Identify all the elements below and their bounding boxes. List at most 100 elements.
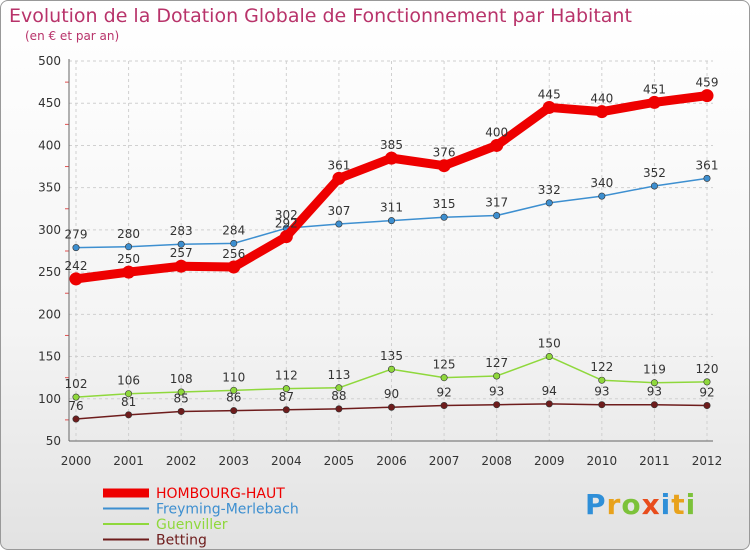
data-point xyxy=(125,243,133,251)
data-point xyxy=(493,401,501,409)
data-label: 150 xyxy=(538,337,561,351)
data-label: 440 xyxy=(590,92,613,106)
logo-letter: i xyxy=(685,488,697,521)
y-tick-label: 400 xyxy=(38,138,61,152)
data-label: 108 xyxy=(170,372,193,386)
x-tick-label: 2000 xyxy=(61,454,92,468)
x-tick-label: 2003 xyxy=(218,454,249,468)
data-label: 352 xyxy=(643,166,666,180)
x-tick-label: 2010 xyxy=(587,454,618,468)
data-point xyxy=(335,405,343,413)
data-point xyxy=(332,171,346,185)
data-label: 92 xyxy=(699,386,714,400)
data-label: 81 xyxy=(121,395,136,409)
data-label: 302 xyxy=(275,208,298,222)
legend-label: Guenviller xyxy=(156,517,228,533)
data-point xyxy=(125,390,133,398)
x-tick-label: 2001 xyxy=(113,454,144,468)
data-point xyxy=(703,378,711,386)
data-point xyxy=(440,374,448,382)
x-tick-label: 2002 xyxy=(166,454,197,468)
y-tick-label: 150 xyxy=(38,350,61,364)
x-tick-label: 2004 xyxy=(271,454,302,468)
y-tick-label: 350 xyxy=(38,181,61,195)
data-point xyxy=(335,384,343,392)
data-label: 120 xyxy=(696,362,719,376)
data-point xyxy=(387,365,395,373)
data-point xyxy=(493,212,501,220)
data-label: 135 xyxy=(380,349,403,363)
legend: HOMBOURG-HAUTFreyming-MerlebachGuenville… xyxy=(103,486,299,549)
data-point xyxy=(647,95,661,109)
data-label: 122 xyxy=(590,360,613,374)
data-point xyxy=(385,151,398,165)
data-labels: 76 81 85 86 87 88 90 92 93 94 93 93 92 102 106 108 110 11… xyxy=(65,76,719,413)
legend-label: Betting xyxy=(156,533,207,549)
logo-letter: o xyxy=(621,488,642,521)
data-point xyxy=(598,401,606,409)
data-point xyxy=(177,407,185,415)
data-label: 119 xyxy=(643,363,666,377)
data-point xyxy=(542,100,556,114)
data-label: 315 xyxy=(433,197,456,211)
logo-letter: P xyxy=(585,488,607,521)
data-label: 94 xyxy=(542,384,557,398)
x-tick-label: 2008 xyxy=(481,454,512,468)
data-point xyxy=(230,407,238,415)
data-point xyxy=(598,376,606,384)
data-point xyxy=(700,89,714,103)
data-point xyxy=(650,401,658,409)
data-point xyxy=(703,402,711,410)
chart-subtitle: (en € et par an) xyxy=(25,29,120,43)
data-label: 340 xyxy=(590,176,613,190)
data-point xyxy=(437,159,451,173)
data-label: 459 xyxy=(696,76,719,90)
data-label: 445 xyxy=(538,87,561,101)
data-label: 102 xyxy=(65,377,88,391)
logo-letter: t xyxy=(671,488,686,521)
data-label: 385 xyxy=(380,138,403,152)
data-label: 242 xyxy=(65,259,88,273)
data-point xyxy=(177,240,185,248)
data-label: 250 xyxy=(117,252,140,266)
logo-letter: i xyxy=(660,488,672,521)
data-point xyxy=(72,415,80,423)
grid-lines xyxy=(69,60,713,442)
data-label: 311 xyxy=(380,201,403,215)
data-label: 257 xyxy=(170,246,193,260)
x-tick-label: 2009 xyxy=(534,454,565,468)
data-point xyxy=(387,217,395,225)
y-tick-label: 100 xyxy=(38,392,61,406)
data-point xyxy=(69,272,83,286)
data-point xyxy=(490,138,504,152)
data-point xyxy=(650,182,658,190)
data-point xyxy=(545,353,553,361)
data-label: 93 xyxy=(647,385,662,399)
legend-label: Freyming-Merlebach xyxy=(156,502,299,518)
data-point xyxy=(227,260,241,274)
data-point xyxy=(177,388,185,396)
chart-title: Evolution de la Dotation Globale de Fonc… xyxy=(9,5,632,27)
data-label: 376 xyxy=(433,146,456,160)
data-label: 87 xyxy=(279,390,294,404)
data-label: 332 xyxy=(538,183,561,197)
data-label: 125 xyxy=(433,358,456,372)
data-point xyxy=(545,199,553,207)
data-label: 256 xyxy=(222,247,245,261)
data-point xyxy=(335,220,343,228)
data-label: 88 xyxy=(331,389,346,403)
data-point xyxy=(230,239,238,247)
logo-letter: x xyxy=(641,488,661,521)
data-point xyxy=(230,386,238,394)
data-label: 85 xyxy=(174,391,189,405)
x-tick-label: 2011 xyxy=(639,454,670,468)
data-label: 279 xyxy=(65,228,88,242)
data-label: 106 xyxy=(117,374,140,388)
proxiti-logo: Proxiti xyxy=(585,488,696,521)
data-point xyxy=(279,230,293,244)
data-point xyxy=(282,385,290,393)
data-point xyxy=(387,403,395,411)
data-label: 307 xyxy=(327,204,350,218)
